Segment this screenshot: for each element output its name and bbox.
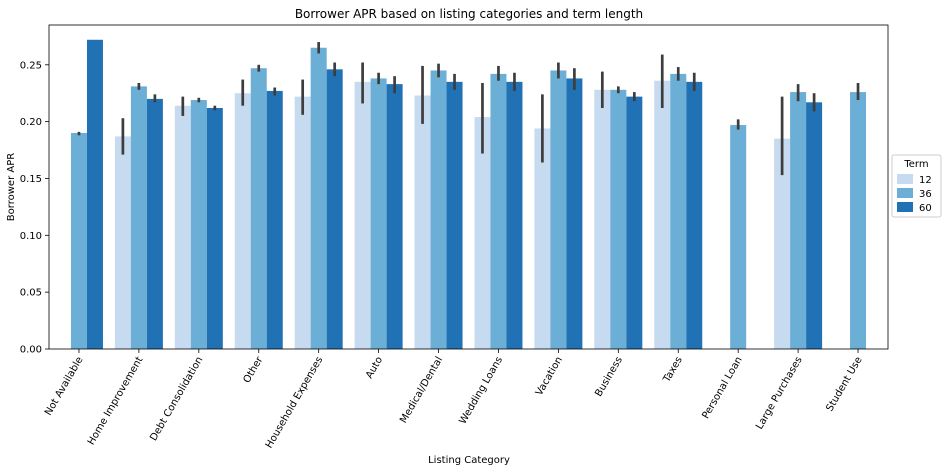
bar-60-8 <box>566 78 583 349</box>
bar-36-6 <box>430 70 447 349</box>
bar-12-5 <box>354 81 371 349</box>
bar-36-7 <box>490 73 507 349</box>
bar-36-1 <box>130 86 147 350</box>
legend-label-12: 12 <box>919 175 932 186</box>
x-tick-label: Home Improvement <box>86 355 146 447</box>
y-tick-label: 0.20 <box>20 117 42 128</box>
bar-36-0 <box>70 133 87 349</box>
bar-60-1 <box>146 98 163 349</box>
bar-60-12 <box>806 102 823 349</box>
bar-12-6 <box>414 95 431 349</box>
legend-swatch-36 <box>897 188 913 198</box>
x-tick-label: Large Purchases <box>754 355 804 431</box>
legend-swatch-60 <box>897 202 913 212</box>
x-axis: Not Available Home Improvement Debt Consol… <box>43 349 865 450</box>
x-tick-label: Household Expenses <box>264 355 325 450</box>
x-axis-label: Listing Category <box>428 455 510 466</box>
bar-36-2 <box>190 100 207 349</box>
bar-60-4 <box>326 69 343 349</box>
x-tick-label: Taxes <box>661 355 685 385</box>
legend-label-60: 60 <box>919 203 932 214</box>
x-tick-label: Not Available <box>43 355 86 418</box>
bar-60-2 <box>206 107 223 349</box>
bar-12-3 <box>234 93 251 349</box>
y-tick-label: 0.15 <box>20 174 42 185</box>
bar-60-10 <box>686 81 703 349</box>
x-tick-label: Personal Loan <box>700 355 744 421</box>
plot-area <box>48 24 889 350</box>
y-tick-label: 0.10 <box>20 231 42 242</box>
bar-36-13 <box>850 92 867 350</box>
bar-12-10 <box>654 80 671 349</box>
legend: Term 12 36 60 <box>891 154 942 218</box>
bar-36-8 <box>550 70 567 349</box>
bar-60-3 <box>266 90 283 350</box>
x-tick-label: Other <box>242 354 266 385</box>
x-tick-label: Auto <box>364 355 385 381</box>
bar-12-1 <box>114 136 131 349</box>
bar-36-10 <box>670 73 687 349</box>
x-tick-label: Debt Consolidation <box>148 355 205 443</box>
bar-60-7 <box>506 81 523 349</box>
bar-12-12 <box>774 138 791 349</box>
legend-title: Term <box>903 159 928 170</box>
legend-swatch-12 <box>897 174 913 184</box>
bar-12-4 <box>294 96 311 349</box>
bar-12-7 <box>474 117 491 349</box>
x-tick-label: Vacation <box>534 355 565 398</box>
y-tick-label: 0.05 <box>20 288 42 299</box>
bar-60-5 <box>386 84 403 350</box>
x-tick-label: Wedding Loans <box>458 355 506 426</box>
y-tick-label: 0.00 <box>20 345 42 356</box>
y-tick-label: 0.25 <box>20 60 42 71</box>
bar-60-9 <box>626 96 643 349</box>
legend-box <box>891 154 942 218</box>
plot-frame <box>48 24 889 350</box>
chart-title: Borrower APR based on listing categories… <box>295 7 643 21</box>
bar-36-9 <box>610 89 627 350</box>
y-axis-label: Borrower APR <box>6 153 17 221</box>
bar-12-8 <box>534 128 551 349</box>
x-tick-label: Medical/Dental <box>398 355 445 425</box>
x-tick-label: Business <box>593 355 625 399</box>
y-axis: 0.00 0.05 0.10 0.15 0.20 0.25 <box>20 60 49 356</box>
bar-12-9 <box>594 89 611 350</box>
bar-36-3 <box>250 68 267 349</box>
x-tick-label: Student Use <box>824 355 864 414</box>
bar-60-0 <box>86 39 103 350</box>
bar-36-5 <box>370 78 387 349</box>
bar-36-12 <box>790 92 807 350</box>
bar-12-2 <box>174 105 191 349</box>
bar-60-6 <box>446 81 463 349</box>
bar-36-11 <box>730 125 747 349</box>
bar-36-4 <box>310 47 327 349</box>
legend-label-36: 36 <box>919 189 932 200</box>
